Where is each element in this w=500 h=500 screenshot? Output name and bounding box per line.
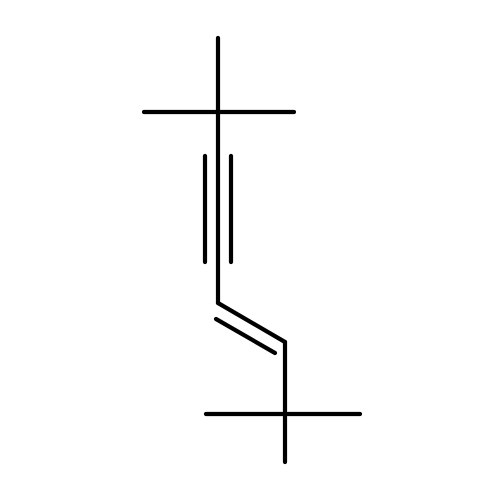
bond-diagonal-main xyxy=(218,303,285,342)
chemical-structure-canvas xyxy=(0,0,500,500)
bond-group xyxy=(144,38,360,462)
bond-diagonal-double xyxy=(216,319,275,353)
